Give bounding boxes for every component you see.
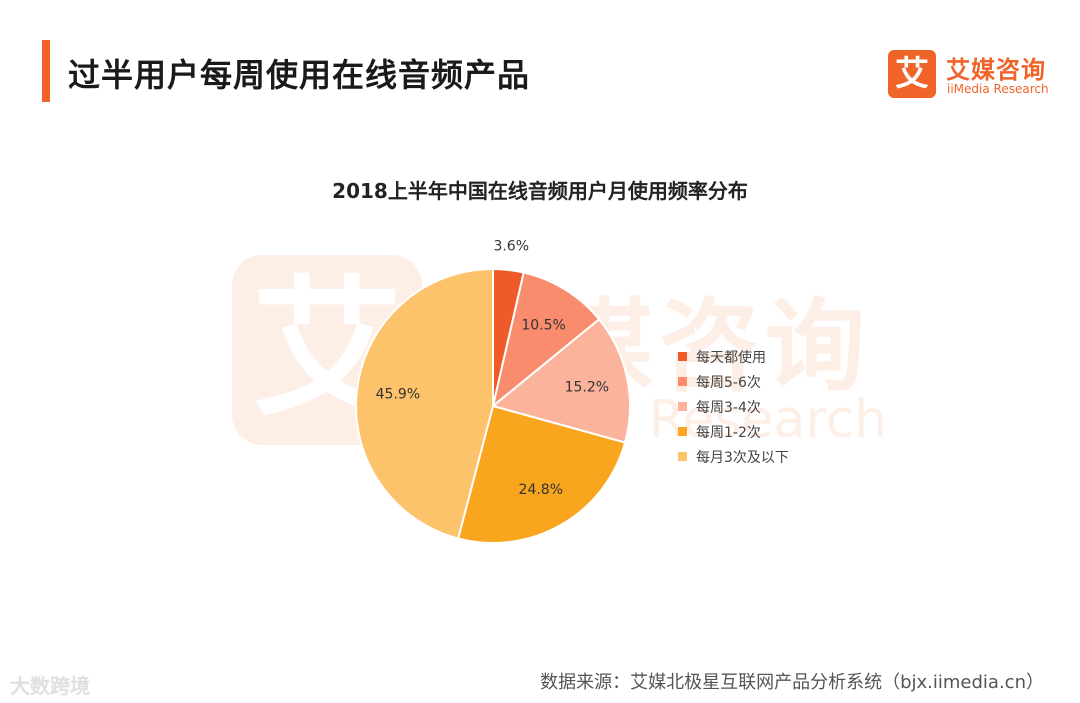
page-title: 过半用户每周使用在线音频产品 (68, 56, 531, 94)
legend-swatch (678, 452, 687, 461)
pie-slice-5 (355, 267, 494, 540)
legend-item-1: 每天都使用 (678, 344, 789, 369)
pie-slice-label-4: 24.8% (519, 482, 563, 498)
corner-watermark: 大数跨境 (10, 674, 90, 698)
pie-slice-4 (456, 404, 627, 544)
legend-item-4: 每周1-2次 (678, 419, 789, 444)
legend-label: 每周1-2次 (696, 424, 761, 441)
legend-swatch (678, 377, 687, 386)
legend-label: 每天都使用 (696, 349, 766, 366)
legend-swatch (678, 402, 687, 411)
pie-slice-label-2: 10.5% (521, 318, 565, 334)
legend-label: 每周5-6次 (696, 374, 761, 391)
chart-title: 2018上半年中国在线音频用户月使用频率分布 (332, 179, 748, 203)
logo-cn-text: 艾媒咨询 (946, 56, 1046, 84)
chart-legend: 每天都使用每周5-6次 每周3-4次 每周1-2次每月3次及以下 (678, 344, 789, 469)
pie-slice-label-5: 45.9% (376, 387, 420, 403)
brand-logo: 艾 艾媒咨询 iiMedia Research (888, 50, 1063, 100)
legend-swatch (678, 352, 687, 361)
legend-item-5: 每月3次及以下 (678, 444, 789, 469)
logo-mark: 艾 (888, 50, 936, 98)
legend-item-2: 每周5-6次 (678, 369, 789, 394)
legend-label: 每周3-4次 (696, 399, 761, 416)
title-accent-bar (42, 40, 50, 102)
legend-item-3: 每周3-4次 (678, 394, 789, 419)
data-source: 数据来源：艾媒北极星互联网产品分析系统（bjx.iimedia.cn） (540, 672, 1044, 693)
pie-slice-3 (490, 317, 631, 444)
legend-swatch (678, 427, 687, 436)
pie-slice-2 (491, 271, 601, 409)
legend-label: 每月3次及以下 (696, 449, 789, 466)
pie-slice-label-3: 15.2% (565, 379, 609, 395)
pie-slice-label-1: 3.6% (493, 238, 529, 254)
logo-en-text: iiMedia Research (947, 82, 1049, 96)
